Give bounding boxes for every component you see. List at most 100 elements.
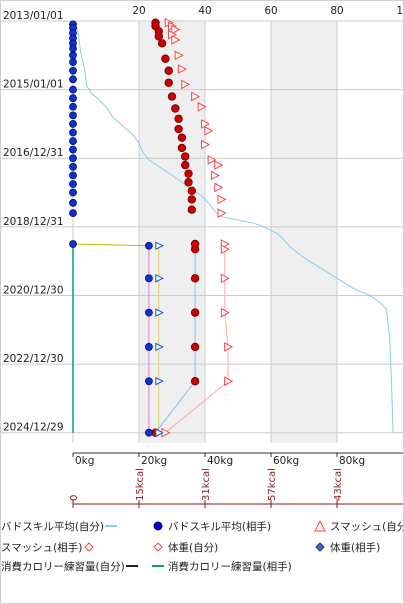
legend-label: 消費カロリー練習量(相手): [168, 560, 292, 573]
smash-self-point: [207, 155, 217, 165]
skill-opp-point: [69, 180, 77, 188]
weight-self-point: [187, 205, 196, 214]
legend-item: バドスキル平均(相手): [151, 519, 271, 533]
weight-opp-point: [155, 241, 164, 251]
smash-self-point: [217, 194, 227, 205]
skill-opp-point: [69, 102, 77, 111]
legend-marker: [313, 519, 327, 533]
skill-opp-point: [69, 44, 77, 53]
y-tick-label: 2018/12/31: [3, 216, 64, 228]
skill-opp-point: [69, 58, 77, 67]
weight-self-point: [180, 152, 190, 161]
legend-item: 消費カロリー練習量(自分): [1, 559, 142, 573]
smash-self-point: [174, 50, 184, 61]
bottom-tick-label: 0kg: [75, 455, 94, 467]
legend-item: 消費カロリー練習量(相手): [151, 559, 292, 573]
top-tick-label: 80: [330, 5, 343, 17]
smash-self-point: [181, 79, 191, 90]
series-line-skill-self: [74, 22, 394, 433]
weight-self-point: [164, 66, 173, 75]
smash-self-point: [201, 139, 211, 150]
skill-opp-point: [69, 111, 77, 120]
weight-self-point: [157, 39, 167, 48]
legend-marker: [125, 559, 139, 573]
connector-skill-opp: [72, 243, 149, 247]
top-tick-label: 20: [132, 5, 145, 17]
legend-item: 体重(自分): [151, 540, 218, 554]
legend-marker: [313, 540, 327, 554]
legend-label: 体重(自分): [168, 541, 219, 554]
calorie-tick-label: 15kcal: [135, 468, 146, 501]
chart: 2013/01/01 2015/01/01 2016/12/31 2018/12/31…: [1, 5, 403, 508]
series-line-smash-opp: [165, 244, 229, 434]
weight-opp-point: [155, 274, 164, 283]
smash-self-point: [224, 342, 234, 352]
legend-marker: [82, 540, 96, 554]
calorie-tick-label: 43kcal: [333, 468, 344, 501]
weight-self-point: [171, 104, 180, 113]
weight-opp-point: [155, 376, 164, 386]
weight-self-point: [177, 143, 187, 153]
skill-opp-point: [144, 274, 153, 283]
smash-self-point: [220, 273, 230, 284]
skill-opp-point: [69, 137, 77, 145]
shaded-band-1: [271, 21, 337, 443]
connector-weight-self-2: [155, 380, 196, 434]
legend-label: スマッシュ(相手): [1, 541, 83, 554]
skill-opp-point: [69, 51, 77, 60]
legend-marker: [151, 540, 165, 554]
weight-self-point: [174, 114, 183, 123]
skill-opp-point: [69, 75, 77, 84]
skill-opp-point: [144, 343, 153, 351]
legend-marker: [104, 519, 118, 533]
weight-self-point: [154, 32, 163, 41]
smash-self-point: [224, 376, 234, 387]
calorie-tick-label: 0: [69, 495, 80, 501]
y-tick-label: 2020/12/30: [3, 284, 64, 296]
weight-self-point: [167, 92, 177, 101]
weight-self-point: [187, 195, 196, 204]
legend-label: 体重(相手): [330, 541, 381, 554]
legend-marker: [151, 519, 165, 533]
smash-self-point: [171, 35, 181, 45]
legend-item: 体重(相手): [313, 540, 380, 554]
calorie-tick-label: 31kcal: [201, 468, 212, 501]
weight-self-point: [190, 274, 200, 283]
skill-opp-point: [69, 240, 77, 248]
weight-self-point: [190, 377, 200, 386]
weight-opp-point: [155, 308, 164, 317]
weight-opp-point: [155, 342, 164, 352]
skill-opp-point: [69, 171, 77, 180]
smash-self-point: [171, 24, 181, 35]
legend-label: バドスキル平均(自分): [1, 520, 105, 533]
weight-self-point: [184, 178, 193, 187]
weight-opp-point: [155, 428, 164, 438]
weight-self-point: [180, 160, 190, 170]
smash-self-point: [191, 91, 201, 102]
bottom-tick-label: 20kg: [141, 455, 167, 467]
weight-self-point: [164, 78, 173, 87]
skill-opp-point: [69, 154, 77, 163]
weight-self-point: [184, 169, 193, 178]
smash-self-point: [217, 208, 227, 218]
skill-opp-point: [69, 188, 77, 197]
skill-opp-point: [144, 241, 153, 250]
skill-opp-point: [69, 209, 77, 218]
legend-item: スマッシュ(自分): [313, 519, 403, 533]
calorie-tick-label: 57kcal: [267, 468, 278, 501]
smash-self-point: [220, 244, 230, 254]
skill-opp-point: [144, 428, 153, 437]
legend-item: バドスキル平均(自分): [1, 519, 121, 533]
smash-self-point: [201, 119, 211, 129]
skill-opp-point: [69, 128, 77, 137]
y-tick-label: 2013/01/01: [3, 10, 64, 22]
skill-opp-point: [69, 198, 77, 207]
smash-self-point: [214, 160, 224, 170]
top-tick-label: 60: [264, 5, 277, 17]
smash-self-point: [197, 101, 207, 112]
top-tick-label: 10: [396, 5, 403, 17]
skill-opp-point: [69, 85, 77, 94]
weight-self-point: [174, 124, 183, 134]
weight-self-point: [190, 308, 200, 317]
